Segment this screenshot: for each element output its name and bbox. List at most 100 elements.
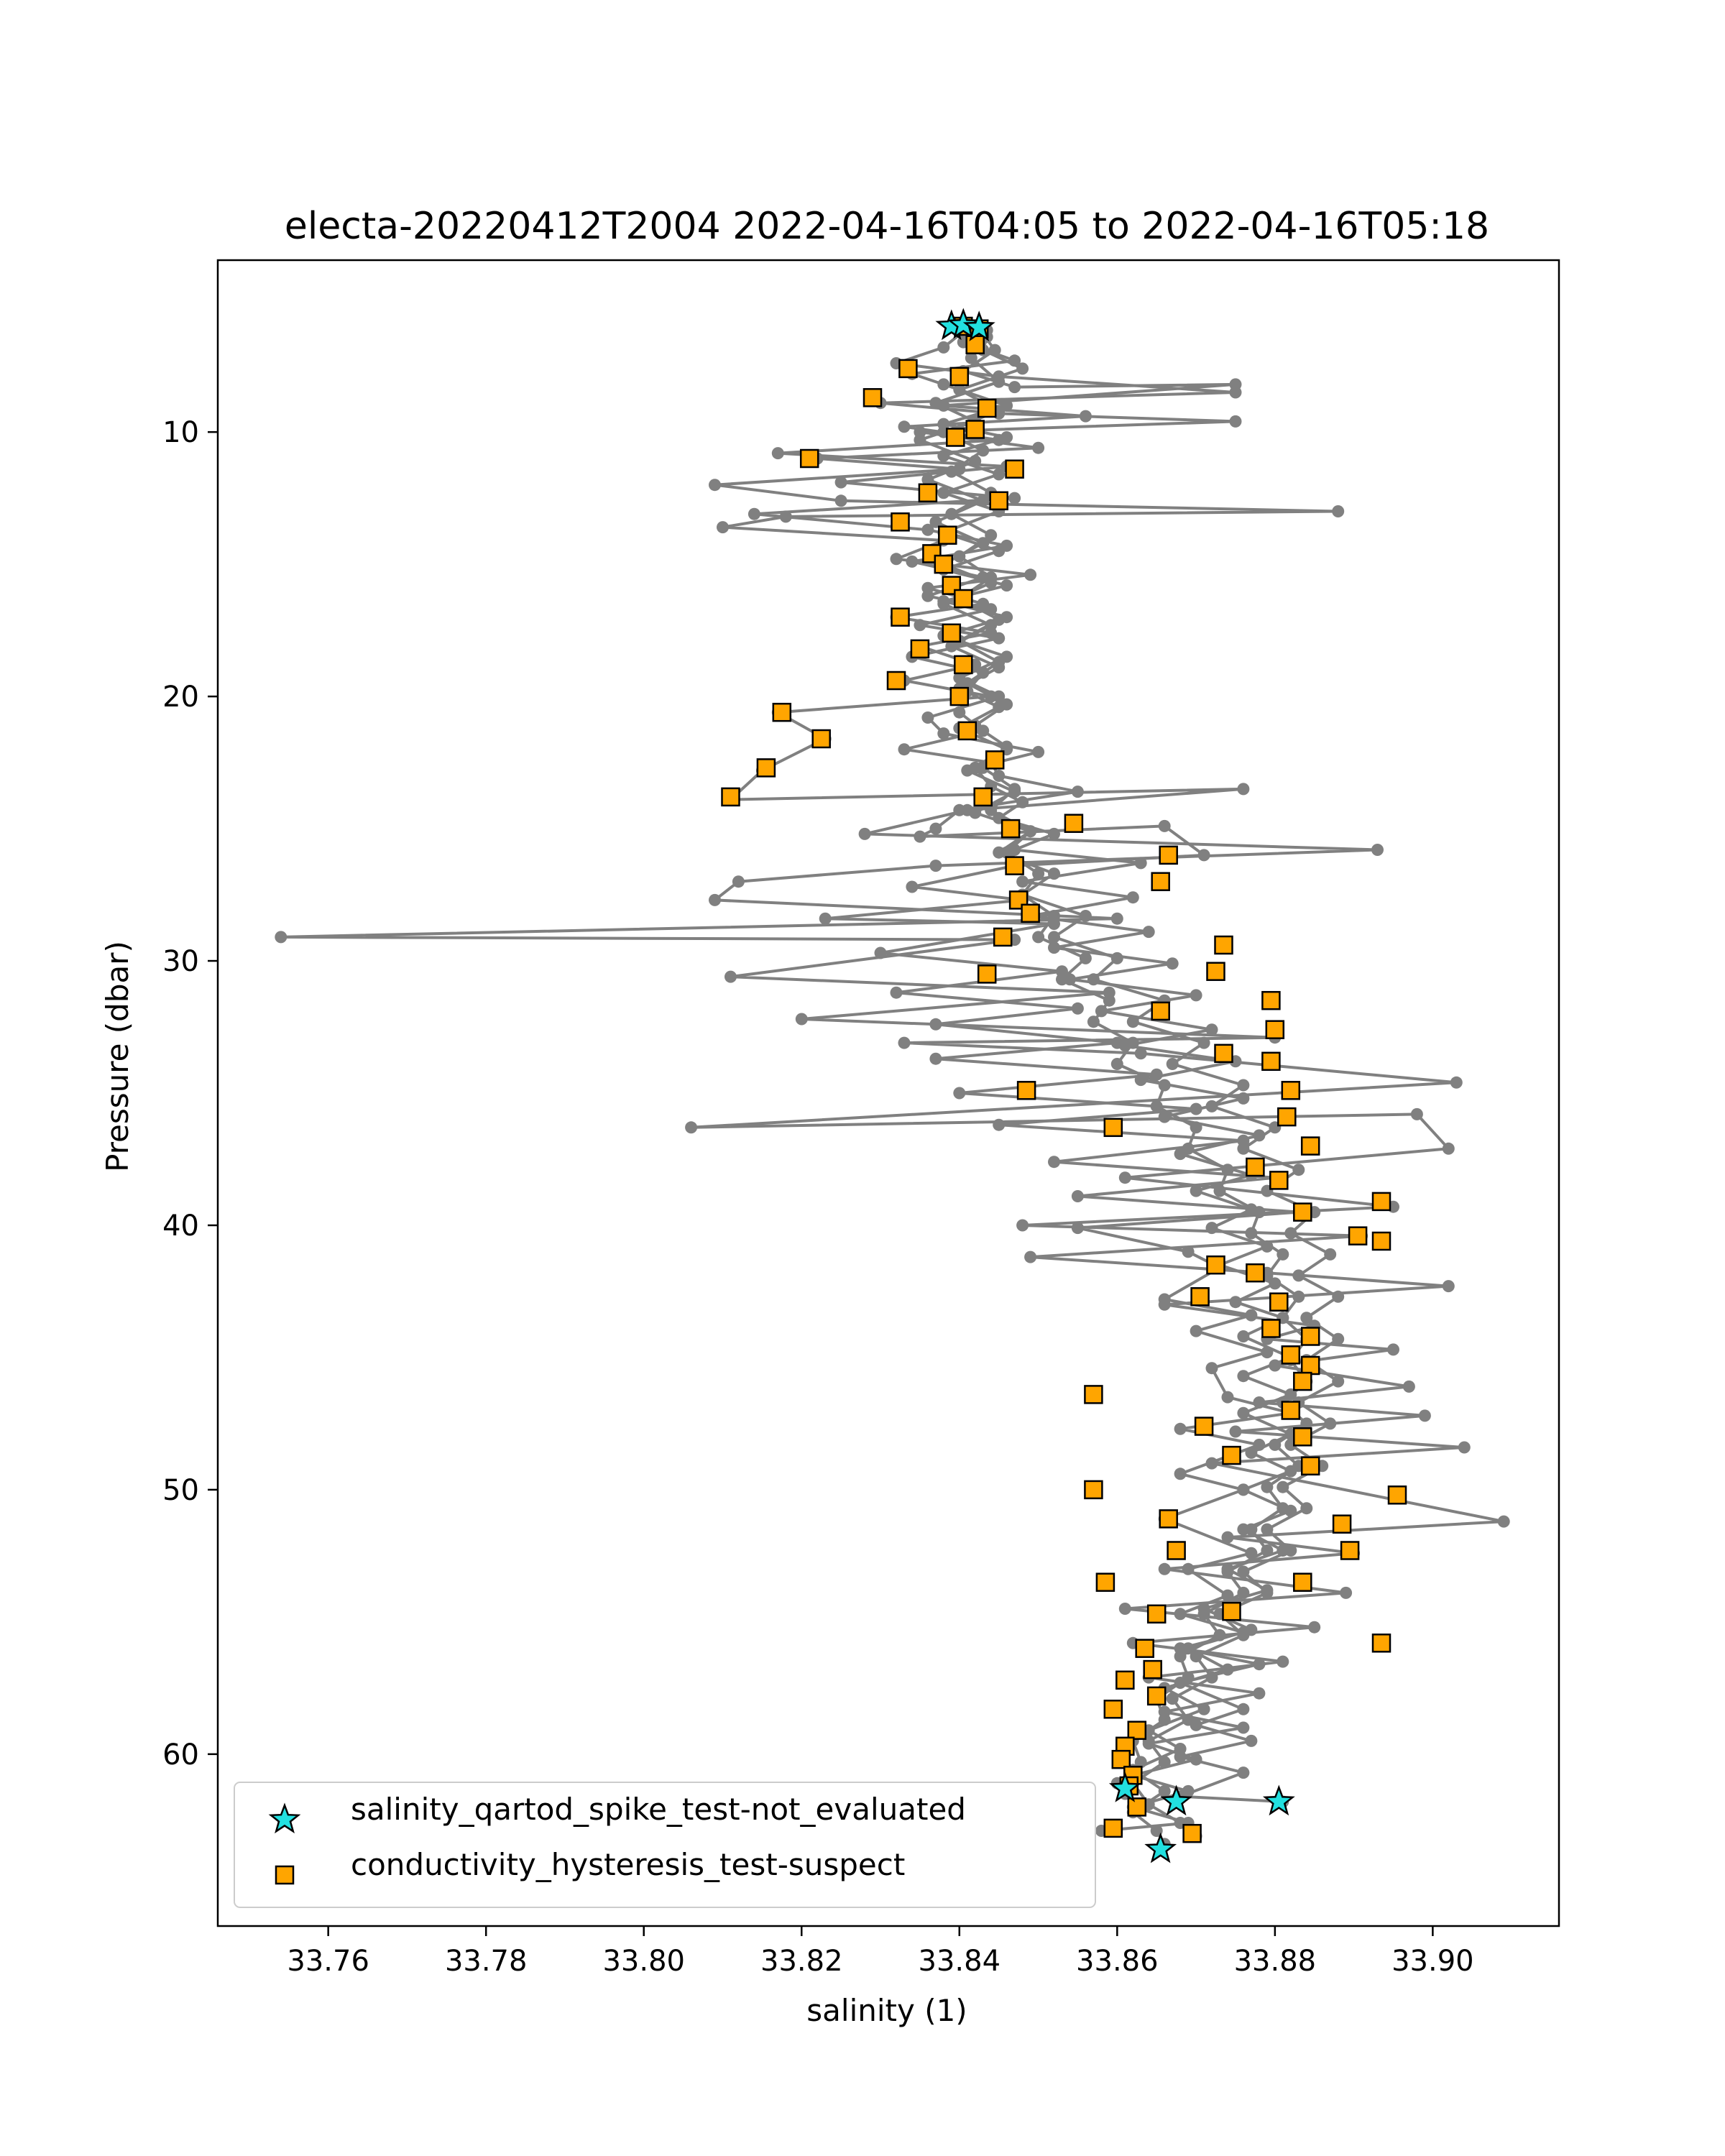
data-point	[890, 553, 903, 566]
data-point	[1245, 1446, 1258, 1459]
x-tick-label: 33.78	[445, 1945, 528, 1978]
suspect-square-marker	[918, 483, 938, 503]
data-point	[1150, 1825, 1163, 1837]
data-point	[1308, 1621, 1321, 1634]
legend: salinity_qartod_spike_test-not_evaluated…	[234, 1782, 1096, 1908]
suspect-square-marker	[799, 448, 819, 469]
suspect-square-marker	[1146, 1686, 1167, 1706]
suspect-square-marker	[756, 758, 776, 778]
data-point	[929, 860, 942, 872]
data-point	[1166, 1692, 1179, 1705]
data-point	[977, 444, 990, 457]
suspect-square-marker	[1146, 1604, 1167, 1624]
data-point	[1205, 1671, 1218, 1684]
data-point	[1182, 1142, 1195, 1155]
suspect-square-marker	[977, 398, 997, 418]
data-point	[1340, 1586, 1353, 1599]
data-point	[1442, 1142, 1455, 1155]
data-point	[1071, 786, 1084, 798]
not-evaluated-star-marker	[947, 308, 980, 339]
data-point	[977, 537, 990, 550]
suspect-square-marker	[1151, 872, 1170, 891]
data-point	[993, 701, 1006, 714]
data-point	[1182, 1713, 1195, 1726]
suspect-square-marker	[985, 750, 1005, 770]
data-point	[1071, 1222, 1084, 1235]
suspect-square-marker	[1293, 1202, 1312, 1222]
data-point	[1110, 912, 1123, 925]
legend-frame	[234, 1782, 1096, 1908]
y-tick-label: 20	[162, 681, 199, 714]
data-point	[1087, 973, 1100, 986]
suspect-square-marker	[946, 428, 965, 447]
x-tick-label: 33.80	[602, 1945, 685, 1978]
data-point	[1261, 1544, 1274, 1557]
suspect-square-marker	[938, 525, 957, 545]
data-point	[1174, 1650, 1187, 1663]
data-point	[1197, 1036, 1210, 1049]
data-point	[1245, 1227, 1258, 1240]
data-point	[1024, 568, 1037, 581]
suspect-square-marker	[898, 359, 918, 379]
data-point	[874, 946, 887, 959]
data-point	[977, 494, 990, 507]
data-point	[1229, 415, 1242, 428]
x-tick-label: 33.82	[760, 1945, 843, 1978]
plot-area	[275, 308, 1510, 1864]
data-point	[1276, 1502, 1289, 1515]
suspect-square-marker	[1084, 1385, 1103, 1404]
suspect-square-marker	[1103, 1818, 1123, 1838]
data-point	[985, 529, 998, 542]
suspect-square-marker	[1293, 1427, 1312, 1447]
suspect-square-marker	[910, 639, 930, 659]
suspect-square-marker	[1293, 1572, 1312, 1592]
data-point	[1182, 1671, 1195, 1684]
suspect-square-marker	[1095, 1572, 1116, 1592]
data-point	[1008, 381, 1021, 394]
not-evaluated-star-marker	[1160, 1784, 1193, 1816]
suspect-square-marker	[1084, 1480, 1103, 1500]
data-point	[1182, 1245, 1195, 1258]
data-point	[1450, 1076, 1463, 1089]
data-point	[1126, 891, 1139, 904]
data-point	[1118, 1171, 1131, 1184]
chart-title: electa-20220412T2004 2022-04-16T04:05 to…	[285, 205, 1489, 248]
data-point	[1253, 1687, 1266, 1700]
not-evaluated-star-marker	[1262, 1784, 1295, 1816]
y-tick-label: 30	[162, 945, 199, 978]
data-point	[1016, 362, 1029, 375]
data-point	[1071, 1190, 1084, 1202]
data-point	[1237, 1406, 1250, 1419]
data-point	[717, 521, 729, 534]
suspect-square-marker	[1143, 1659, 1162, 1680]
not-evaluated-star-marker	[1144, 1832, 1177, 1864]
data-point	[1032, 867, 1045, 880]
suspect-square-marker	[886, 671, 906, 691]
suspect-square-marker	[1281, 1345, 1301, 1365]
suspect-square-marker	[1167, 1541, 1186, 1560]
data-point	[1324, 1248, 1337, 1261]
data-point	[1221, 1565, 1234, 1578]
suspect-square-marker	[1135, 1639, 1154, 1658]
data-point	[985, 619, 998, 632]
data-point	[1229, 378, 1242, 391]
data-point	[1276, 1655, 1289, 1668]
data-point	[1229, 1425, 1242, 1438]
profile-line	[279, 330, 1506, 1833]
suspect-square-marker	[1371, 1192, 1392, 1212]
data-point	[1000, 579, 1013, 592]
data-point	[709, 479, 721, 492]
y-tick-label: 40	[162, 1210, 199, 1243]
data-point	[929, 1018, 942, 1031]
data-point	[969, 806, 982, 819]
data-point	[914, 830, 926, 843]
data-point	[1387, 1343, 1399, 1356]
suspect-square-marker	[957, 721, 978, 741]
x-axis-label: salinity (1)	[806, 1993, 967, 2028]
data-point	[834, 476, 847, 489]
data-point	[1158, 819, 1171, 832]
data-point	[961, 764, 974, 777]
data-point	[1103, 994, 1116, 1007]
data-point	[1190, 1121, 1202, 1134]
